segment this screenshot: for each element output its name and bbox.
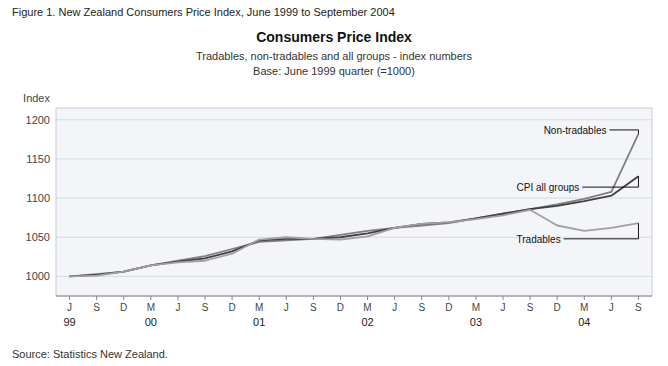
x-tick-label: S <box>418 302 425 313</box>
grid-line <box>56 198 652 199</box>
figure-title: Figure 1. New Zealand Consumers Price In… <box>12 6 395 18</box>
x-tick-label: M <box>363 302 371 313</box>
annotation-leader <box>564 223 639 239</box>
x-tick <box>448 296 449 300</box>
x-tick-label: S <box>635 302 642 313</box>
x-tick <box>611 296 612 300</box>
year-label: 99 <box>63 316 75 328</box>
series-group <box>70 134 639 277</box>
x-axis-line <box>56 296 652 297</box>
x-tick <box>557 296 558 300</box>
y-tick-label: 1100 <box>26 192 50 204</box>
x-tick-label: D <box>554 302 561 313</box>
x-tick <box>530 296 531 300</box>
x-tick <box>367 296 368 300</box>
annotation-leader <box>609 130 638 134</box>
plot-area <box>56 108 652 296</box>
x-tick <box>259 296 260 300</box>
x-tick-label: M <box>147 302 155 313</box>
x-tick <box>205 296 206 300</box>
x-tick <box>394 296 395 300</box>
x-tick <box>232 296 233 300</box>
chart-title: Consumers Price Index <box>256 29 412 45</box>
y-tick-label: 1050 <box>26 231 50 243</box>
x-tick <box>475 296 476 300</box>
source: Source: Statistics New Zealand. <box>12 348 168 360</box>
year-label: 00 <box>145 316 157 328</box>
series-annotation: Non-tradables <box>544 125 607 136</box>
y-tick-label: 1150 <box>26 153 50 165</box>
x-tick <box>96 296 97 300</box>
grid-line <box>56 158 652 159</box>
x-tick <box>286 296 287 300</box>
x-tick-label: S <box>527 302 534 313</box>
x-tick <box>150 296 151 300</box>
x-tick-label: J <box>175 302 180 313</box>
chart: Figure 1. New Zealand Consumers Price In… <box>0 0 668 366</box>
x-tick-label: J <box>284 302 289 313</box>
x-tick-label: J <box>392 302 397 313</box>
x-tick-label: M <box>580 302 588 313</box>
year-label: 02 <box>361 316 373 328</box>
x-tick-label: J <box>67 302 72 313</box>
year-label: 03 <box>470 316 482 328</box>
grid-line <box>56 276 652 277</box>
grid-line <box>56 119 652 120</box>
x-tick-label: S <box>93 302 100 313</box>
series-line <box>70 176 639 276</box>
annotation-leader <box>582 176 638 187</box>
x-tick <box>69 296 70 300</box>
x-tick <box>638 296 639 300</box>
x-tick <box>340 296 341 300</box>
x-tick <box>421 296 422 300</box>
x-tick <box>503 296 504 300</box>
subtitle: Tradables, non-tradables and all groups … <box>196 50 472 62</box>
x-tick <box>177 296 178 300</box>
series-line <box>70 134 639 277</box>
year-label: 04 <box>578 316 590 328</box>
y-tick-label: 1200 <box>26 114 50 126</box>
series-line <box>70 210 639 277</box>
year-label: 01 <box>253 316 265 328</box>
series-annotation: CPI all groups <box>517 182 580 193</box>
annotations: Non-tradables CPI all groups Tradables <box>517 125 639 245</box>
x-tick-label: M <box>255 302 263 313</box>
x-tick-label: J <box>501 302 506 313</box>
x-tick-label: D <box>337 302 344 313</box>
y-tick-label: 1000 <box>26 270 50 282</box>
x-tick <box>313 296 314 300</box>
x-tick-label: D <box>228 302 235 313</box>
y-axis-label: Index <box>23 92 50 104</box>
x-tick-label: D <box>445 302 452 313</box>
x-tick <box>584 296 585 300</box>
subtitle: Base: June 1999 quarter (=1000) <box>253 65 415 77</box>
x-tick-label: S <box>202 302 209 313</box>
x-tick <box>123 296 124 300</box>
x-tick-label: S <box>310 302 317 313</box>
x-tick-label: J <box>609 302 614 313</box>
series-annotation: Tradables <box>517 234 561 245</box>
x-tick-label: M <box>472 302 480 313</box>
x-tick-label: D <box>120 302 127 313</box>
